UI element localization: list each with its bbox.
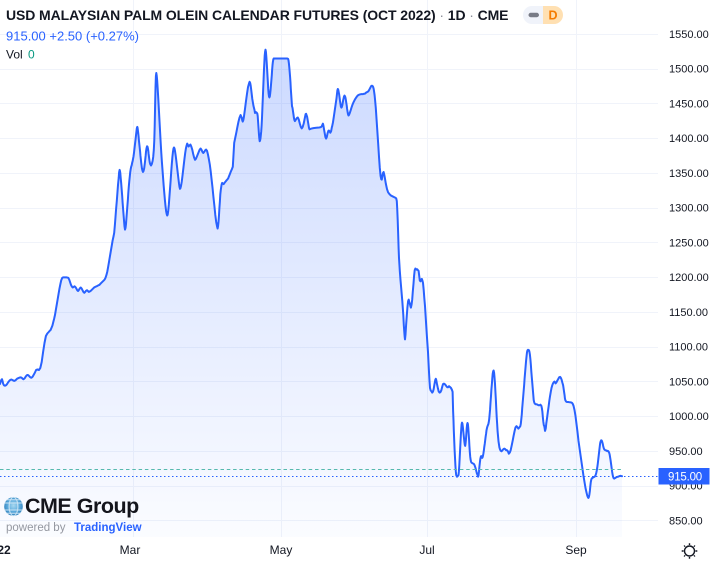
svg-text:1450.00: 1450.00 [669,99,709,111]
svg-text:Sep: Sep [565,543,587,557]
svg-text:1050.00: 1050.00 [669,377,709,389]
svg-text:850.00: 850.00 [669,516,703,528]
svg-text:1250.00: 1250.00 [669,238,709,250]
svg-text:1550.00: 1550.00 [669,29,709,41]
svg-text:1350.00: 1350.00 [669,168,709,180]
svg-text:D: D [549,9,558,23]
svg-text:Mar: Mar [120,543,141,557]
svg-text:USD MALAYSIAN PALM OLEIN CALEN: USD MALAYSIAN PALM OLEIN CALENDAR FUTURE… [6,7,508,23]
svg-text:Vol: Vol [6,48,23,62]
svg-text:1300.00: 1300.00 [669,203,709,215]
svg-text:1150.00: 1150.00 [669,307,708,319]
svg-text:May: May [270,543,293,557]
svg-text:1000.00: 1000.00 [669,411,709,423]
svg-text:915.00: 915.00 [668,472,702,484]
svg-text:TradingView: TradingView [74,522,142,534]
svg-text:2022: 2022 [0,543,11,557]
svg-text:1500.00: 1500.00 [669,64,709,76]
svg-text:915.00 +2.50 (+0.27%): 915.00 +2.50 (+0.27%) [6,29,139,44]
svg-text:CME Group: CME Group [25,494,139,518]
svg-text:0: 0 [28,48,35,62]
svg-text:1100.00: 1100.00 [669,342,708,354]
svg-text:950.00: 950.00 [669,446,703,458]
svg-text:1200.00: 1200.00 [669,272,709,284]
svg-text:powered by: powered by [6,522,66,534]
svg-text:Jul: Jul [419,543,434,557]
svg-text:1400.00: 1400.00 [669,133,709,145]
